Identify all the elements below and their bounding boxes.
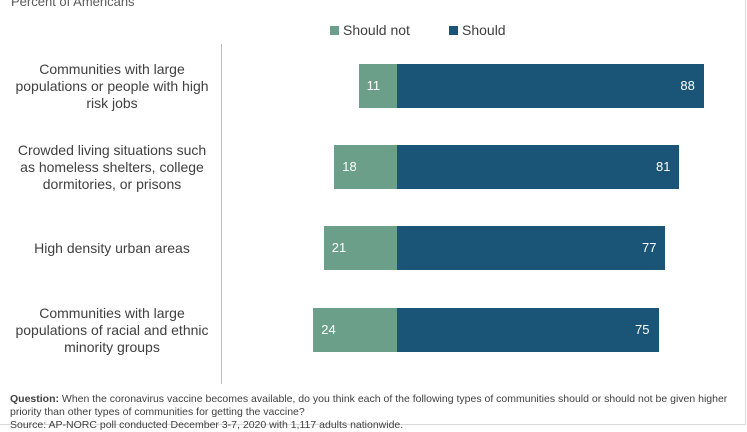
legend: Should not Should <box>0 22 747 40</box>
bar-should: 75 <box>397 308 659 352</box>
data-label-should: 88 <box>680 78 695 93</box>
category-label: High density urban areas <box>8 240 216 257</box>
data-label-should: 77 <box>642 240 657 255</box>
legend-item-should-not: Should not <box>330 22 410 38</box>
category-label-line: Crowded living situations such <box>17 141 207 158</box>
category-label: Communities with large populations or peo… <box>8 61 216 112</box>
bar-should-not: 18 <box>334 145 397 189</box>
bar-should-not: 24 <box>313 308 397 352</box>
legend-swatch-should <box>449 25 458 35</box>
category-label-line: as homeless shelters, college <box>20 158 204 175</box>
category-label-line: dormitories, or prisons <box>42 175 182 192</box>
category-label-line: populations of racial and ethnic <box>15 321 209 338</box>
category-axis-line <box>221 44 222 384</box>
category-label-line: risk jobs <box>86 94 138 111</box>
footnote-question: Question: When the coronavirus vaccine b… <box>10 393 735 419</box>
category-label-line: Communities with large <box>39 60 185 77</box>
bar-should: 77 <box>397 226 666 270</box>
question-label: Question: <box>10 393 59 405</box>
legend-label-should: Should <box>462 22 506 38</box>
bar-should: 88 <box>397 64 704 108</box>
bar-should: 81 <box>397 145 680 189</box>
data-label-should: 81 <box>655 159 671 174</box>
bar-should-not: 21 <box>323 226 397 270</box>
data-label-should-not: 24 <box>321 322 336 337</box>
legend-item-should: Should <box>449 22 506 38</box>
category-label-line: Communities with large <box>39 304 185 321</box>
data-label-should: 75 <box>635 322 650 337</box>
category-label: Crowded living situations such as homeles… <box>8 142 216 193</box>
data-label-should-not: 18 <box>342 159 357 174</box>
legend-label-should-not: Should not <box>343 22 410 38</box>
chart-subtitle: Percent of Americans <box>11 0 135 9</box>
footnote: Question: When the coronavirus vaccine b… <box>10 393 735 432</box>
question-text: When the coronavirus vaccine becomes ava… <box>10 393 728 418</box>
category-label-line: High density urban areas <box>34 239 190 256</box>
category-label-line: minority groups <box>64 338 160 355</box>
data-label-should-not: 21 <box>331 240 347 255</box>
bar-should-not: 11 <box>358 64 397 108</box>
legend-swatch-should-not <box>330 25 339 35</box>
category-label-line: populations or people with high <box>15 77 209 94</box>
category-label: Communities with large populations of rac… <box>8 305 216 356</box>
data-label-should-not: 11 <box>366 78 381 93</box>
